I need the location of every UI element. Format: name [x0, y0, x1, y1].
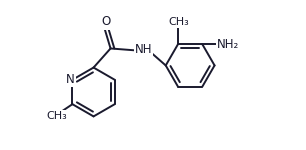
Text: NH: NH: [135, 43, 152, 56]
Text: N: N: [66, 73, 75, 86]
Text: NH₂: NH₂: [217, 38, 239, 51]
Text: O: O: [101, 15, 110, 28]
Text: CH₃: CH₃: [169, 17, 189, 27]
Text: CH₃: CH₃: [46, 111, 67, 121]
